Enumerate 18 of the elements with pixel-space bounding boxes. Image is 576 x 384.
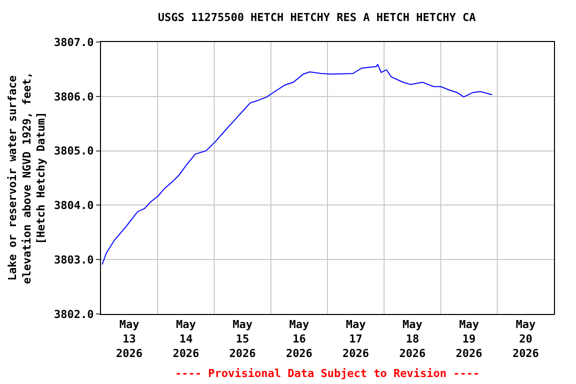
line-series: [102, 64, 493, 265]
y-tick-label: 3804.0: [54, 199, 94, 212]
y-tick-label: 3802.0: [54, 308, 94, 321]
x-tick-label: May 16 2026: [286, 318, 313, 360]
x-tick-label: May 14 2026: [172, 318, 200, 360]
x-tick-label: May 20 2026: [512, 318, 540, 360]
text: ---- Provisional Data Subject to Revision ----: [175, 367, 480, 380]
y-axis-title: Lake or reservoir water surface elevation above NGVD 1929, feet, [Hetch Hetchy Datum]: [6, 72, 48, 284]
x-tick-label: May 19 2026: [456, 318, 483, 360]
y-tick-label: 3807.0: [54, 36, 94, 49]
x-tick-label: May 17 2026: [342, 318, 370, 360]
y-tick-label: 3805.0: [54, 144, 94, 158]
x-tick-label: May 18 2026: [399, 318, 426, 360]
chart-title: USGS 11275500 HETCH HETCHY RES A HETCH HETCHY CA: [158, 11, 476, 24]
x-tick-label: May 15 2026: [229, 318, 256, 360]
y-tick-label: 3806.0: [54, 90, 94, 104]
y-tick-label: 3803.0: [54, 253, 94, 266]
x-tick-label: May 13 2026: [116, 318, 143, 360]
